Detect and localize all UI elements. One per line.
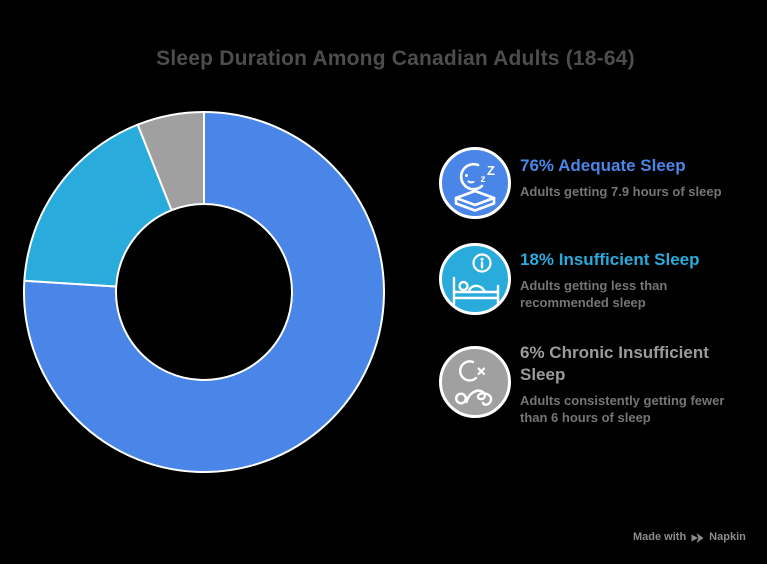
- bed-person-info-icon: [439, 243, 511, 315]
- legend-text-block: 6% Chronic Insufficient Sleep Adults con…: [520, 342, 752, 426]
- svg-text:z: z: [481, 174, 486, 185]
- page-title: Sleep Duration Among Canadian Adults (18…: [156, 47, 635, 70]
- moon-restless-sleeper-icon: [439, 346, 511, 418]
- legend-item-adequate-sleep: z Z 76% Adequate Sleep Adults getting 7.…: [439, 147, 752, 219]
- legend-description: Adults consistently getting fewer than 6…: [520, 393, 725, 425]
- donut-slice-chronic-insufficient-sleep: [136, 111, 205, 212]
- legend-description: Adults getting 7.9 hours of sleep: [520, 184, 722, 199]
- donut-slice-adequate-sleep: [23, 111, 385, 473]
- legend-title: 76% Adequate Sleep: [520, 156, 686, 175]
- legend-text-block: 18% Insufficient Sleep Adults getting le…: [520, 249, 752, 311]
- legend-item-insufficient-sleep: 18% Insufficient Sleep Adults getting le…: [439, 243, 752, 315]
- legend-title: 6% Chronic Insufficient Sleep: [520, 343, 709, 384]
- legend-description: Adults getting less than recommended sle…: [520, 278, 668, 310]
- donut-chart: [20, 108, 388, 476]
- svg-text:Z: Z: [487, 163, 495, 178]
- legend-text-block: 76% Adequate Sleep Adults getting 7.9 ho…: [520, 155, 752, 200]
- made-with-napkin-link[interactable]: Made with Napkin: [633, 529, 746, 545]
- brand-label: Napkin: [709, 531, 746, 543]
- legend-title: 18% Insufficient Sleep: [520, 250, 700, 269]
- legend-item-chronic-insufficient-sleep: 6% Chronic Insufficient Sleep Adults con…: [439, 343, 752, 426]
- donut-slice-insufficient-sleep: [23, 123, 173, 288]
- moon-zzz-mattress-icon: z Z: [439, 147, 511, 219]
- made-with-label: Made with: [633, 531, 687, 543]
- donut-chart-svg: [23, 111, 385, 473]
- napkin-logo-icon: [691, 532, 704, 543]
